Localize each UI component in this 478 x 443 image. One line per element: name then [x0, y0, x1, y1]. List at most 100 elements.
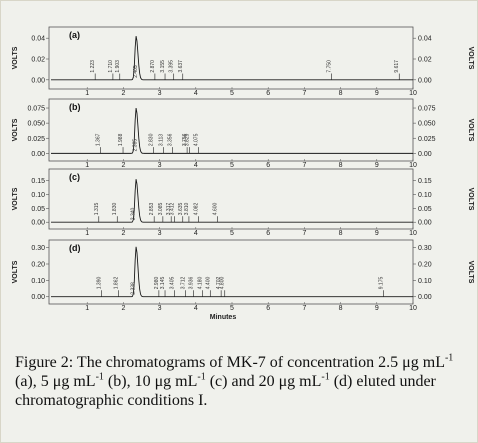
- x-tick-label: 8: [339, 162, 343, 169]
- y-axis-title-right: VOLTS: [467, 261, 474, 284]
- panel-frame: [48, 168, 414, 230]
- y-tick-label-left: 0.075: [27, 106, 45, 113]
- x-tick-label: 1: [85, 230, 89, 237]
- y-tick-label-left: 0.00: [31, 151, 45, 158]
- panel-label: (b): [69, 102, 81, 112]
- peak-label: 7.750: [327, 60, 333, 73]
- peak-label: 3.829: [185, 133, 191, 146]
- x-tick-label: 10: [409, 305, 417, 312]
- y-axis-title-left: VOLTS: [12, 118, 19, 141]
- peak-label: 1.903: [115, 60, 121, 73]
- peak-label: 2.870: [150, 60, 156, 73]
- x-tick-label: 5: [230, 90, 234, 97]
- y-axis-title-left: VOLTS: [12, 260, 19, 283]
- x-tick-label: 9: [375, 162, 379, 169]
- peak-label: 1.862: [113, 277, 119, 290]
- x-tick-label: 4: [194, 162, 198, 169]
- y-tick-label-left: 0.30: [31, 245, 45, 252]
- y-tick-label-left: 0.10: [31, 192, 45, 199]
- x-tick-label: 3: [158, 230, 162, 237]
- y-tick-label-right: 0.02: [418, 57, 432, 64]
- x-tick-label: 1: [85, 162, 89, 169]
- x-tick-label: 7: [302, 162, 306, 169]
- x-tick-label: 6: [266, 230, 270, 237]
- peak-label: 1.315: [94, 202, 100, 215]
- y-tick-label-right: 0.00: [418, 151, 432, 158]
- y-tick-label-right: 0.20: [418, 262, 432, 269]
- peak-label: 3.936: [189, 277, 195, 290]
- chromatogram-panels: (a) VOLTS VOLTS 0.04 0.04 0.02 0.02 0.00 0.00 1 2 3…: [12, 26, 474, 321]
- x-tick-label: 9: [375, 230, 379, 237]
- caption-sup-3: -1: [197, 371, 206, 383]
- y-tick-label-left: 0.00: [31, 294, 45, 301]
- peak-label: 1.367: [96, 133, 102, 146]
- caption-sup-1: -1: [444, 352, 454, 364]
- peak-label: 2.338: [131, 282, 137, 295]
- peak-label: 3.317: [166, 202, 172, 215]
- peak-label: 3.405: [169, 277, 175, 290]
- x-tick-label: 3: [158, 162, 162, 169]
- x-tick-label: 6: [266, 90, 270, 97]
- y-tick-label-left: 0.04: [31, 36, 45, 43]
- x-tick-label: 6: [266, 162, 270, 169]
- panel-frame: [48, 26, 414, 90]
- x-tick-label: 8: [339, 230, 343, 237]
- x-tick-label: 5: [230, 305, 234, 312]
- x-tick-label: 10: [409, 162, 417, 169]
- peak-label: 2.340: [131, 207, 137, 220]
- caption-text-5: (d) eluted under chromatographic conditi…: [15, 373, 436, 409]
- y-tick-label-right: 0.00: [418, 220, 432, 227]
- y-tick-label-left: 0.15: [31, 178, 45, 185]
- x-tick-label: 2: [121, 230, 125, 237]
- y-tick-label-right: 0.30: [418, 245, 432, 252]
- y-tick-label-right: 0.04: [418, 36, 432, 43]
- y-tick-label-right: 0.00: [418, 294, 432, 301]
- peak-label: 9.617: [394, 60, 400, 73]
- peak-label: 3.145: [160, 277, 166, 290]
- peak-label: 4.180: [197, 277, 203, 290]
- y-tick-label-left: 0.02: [31, 57, 45, 64]
- x-tick-label: 1: [85, 90, 89, 97]
- peak-label: 2.853: [149, 202, 155, 215]
- peak-label: 3.085: [158, 202, 164, 215]
- panel-label: (d): [69, 243, 81, 253]
- x-tick-label: 4: [194, 90, 198, 97]
- caption-text-4: (c) and 20 μg mL: [205, 373, 322, 390]
- x-axis-title: Minutes: [210, 314, 237, 321]
- x-tick-label: 7: [302, 90, 306, 97]
- peak-label: 3.635: [178, 202, 184, 215]
- peak-label: 4.702: [216, 277, 222, 290]
- y-axis-title-right: VOLTS: [467, 47, 474, 70]
- x-tick-label: 4: [194, 305, 198, 312]
- x-tick-label: 2: [121, 305, 125, 312]
- y-tick-label-right: 0.15: [418, 178, 432, 185]
- peak-label: 4.600: [213, 202, 219, 215]
- y-tick-label-right: 0.10: [418, 192, 432, 199]
- x-tick-label: 2: [121, 90, 125, 97]
- caption-figure-label: Figure 2:: [15, 354, 74, 371]
- x-tick-label: 1: [85, 305, 89, 312]
- y-tick-label-left: 0.050: [27, 121, 45, 128]
- peak-label: 3.712: [180, 277, 186, 290]
- x-tick-label: 8: [339, 305, 343, 312]
- chart-panel-3: (c) VOLTS VOLTS 0.15 0.15 0.10 0.10 0.05 0.05 0.0…: [12, 168, 474, 237]
- peak-label: 3.395: [169, 60, 175, 73]
- peak-label: 3.356: [168, 133, 174, 146]
- peak-label: 3.810: [184, 202, 190, 215]
- x-tick-label: 5: [230, 162, 234, 169]
- chromatogram-trace: [51, 179, 413, 223]
- peak-label: 4.082: [194, 202, 200, 215]
- peak-label: 3.756: [182, 133, 188, 146]
- peak-label: 3.637: [178, 60, 184, 73]
- y-tick-label-right: 0.025: [418, 136, 436, 143]
- caption-text-1: The chromatograms of MK-7 of concentrati…: [73, 354, 445, 371]
- y-tick-label-right: 0.10: [418, 278, 432, 285]
- peak-label: 1.830: [112, 202, 118, 215]
- peak-label: 2.405: [133, 65, 139, 78]
- caption-text-2: (a), 5 μg mL: [15, 373, 96, 390]
- peak-label: 2.980: [154, 277, 160, 290]
- x-tick-label: 6: [266, 305, 270, 312]
- chromatogram-trace: [51, 246, 413, 298]
- peak-label: 2.385: [133, 139, 139, 152]
